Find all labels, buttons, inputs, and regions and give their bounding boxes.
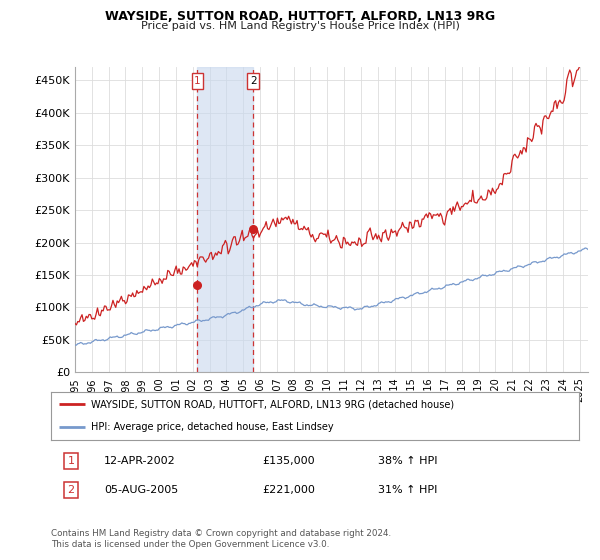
Text: 31% ↑ HPI: 31% ↑ HPI (379, 486, 438, 495)
Text: HPI: Average price, detached house, East Lindsey: HPI: Average price, detached house, East… (91, 422, 333, 432)
Text: 2: 2 (68, 486, 74, 495)
Text: 05-AUG-2005: 05-AUG-2005 (104, 486, 178, 495)
Text: Contains HM Land Registry data © Crown copyright and database right 2024.
This d: Contains HM Land Registry data © Crown c… (51, 529, 391, 549)
Bar (197, 67, 253, 372)
Text: WAYSIDE, SUTTON ROAD, HUTTOFT, ALFORD, LN13 9RG (detached house): WAYSIDE, SUTTON ROAD, HUTTOFT, ALFORD, L… (91, 399, 454, 409)
Text: 2: 2 (250, 76, 256, 86)
Text: WAYSIDE, SUTTON ROAD, HUTTOFT, ALFORD, LN13 9RG: WAYSIDE, SUTTON ROAD, HUTTOFT, ALFORD, L… (105, 10, 495, 23)
Text: Price paid vs. HM Land Registry's House Price Index (HPI): Price paid vs. HM Land Registry's House … (140, 21, 460, 31)
Text: £221,000: £221,000 (262, 486, 315, 495)
Text: 38% ↑ HPI: 38% ↑ HPI (379, 456, 438, 466)
Text: £135,000: £135,000 (262, 456, 315, 466)
Text: 1: 1 (194, 76, 201, 86)
Text: 1: 1 (68, 456, 74, 466)
Text: 12-APR-2002: 12-APR-2002 (104, 456, 176, 466)
